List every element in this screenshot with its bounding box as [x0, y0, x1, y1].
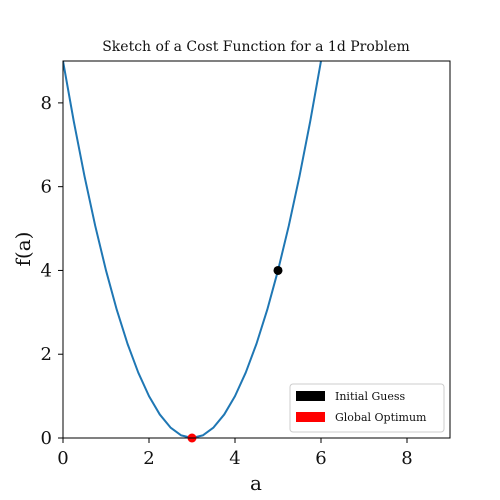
x-tick-label: 6: [315, 448, 326, 469]
chart-title: Sketch of a Cost Function for a 1d Probl…: [102, 39, 410, 55]
x-tick-label: 4: [229, 448, 240, 469]
cost-curve-line: [63, 61, 322, 438]
point-initial-guess: [273, 265, 283, 275]
y-tick-label: 4: [41, 260, 52, 281]
legend-swatch-global-optimum: [296, 412, 325, 422]
x-tick-label: 2: [143, 448, 154, 469]
y-tick-label: 0: [41, 428, 52, 449]
plot-frame: [62, 60, 451, 439]
y-tick-label: 8: [41, 93, 52, 114]
y-axis: 0 2 4 6 8: [41, 93, 63, 449]
data-points: [187, 265, 283, 443]
x-tick-label: 0: [57, 448, 68, 469]
legend-label-initial-guess: Initial Guess: [335, 390, 405, 403]
x-axis: 0 2 4 6 8: [57, 438, 413, 469]
legend-box: [289, 383, 445, 433]
y-tick-label: 2: [41, 344, 52, 365]
legend-swatch-initial-guess: [296, 391, 325, 401]
plot-area: [63, 61, 322, 438]
y-tick-label: 6: [41, 177, 52, 198]
legend: Initial Guess Global Optimum: [289, 383, 445, 433]
legend-label-global-optimum: Global Optimum: [335, 411, 427, 424]
x-tick-label: 8: [401, 448, 412, 469]
x-axis-label: a: [250, 471, 262, 495]
y-axis-label: f(a): [11, 232, 35, 267]
